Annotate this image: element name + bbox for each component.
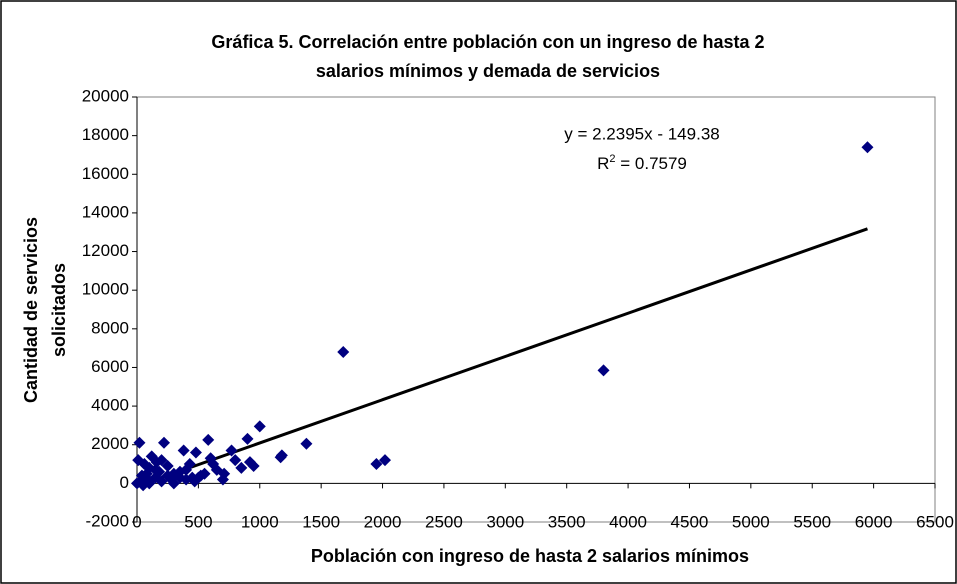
- point: [235, 461, 248, 474]
- x-tick-label: 3500: [548, 512, 586, 531]
- x-tick-label: 5500: [793, 512, 831, 531]
- y-axis-label: Cantidad de servicios: [21, 217, 41, 403]
- point: [370, 458, 383, 471]
- point: [198, 467, 211, 480]
- point: [142, 473, 155, 486]
- x-tick-label: 1500: [302, 512, 340, 531]
- y-tick-label: 18000: [82, 125, 129, 144]
- y-tick-label: 8000: [91, 318, 129, 337]
- chart-title: Gráfica 5. Correlación entre población c…: [211, 32, 764, 52]
- point: [225, 444, 238, 457]
- point: [133, 436, 146, 449]
- point: [188, 475, 201, 488]
- point: [247, 459, 260, 472]
- x-tick-label: 5000: [732, 512, 770, 531]
- x-tick-label: 4500: [671, 512, 709, 531]
- point: [861, 141, 874, 154]
- x-tick-label: 2000: [364, 512, 402, 531]
- point: [241, 432, 254, 445]
- trendline-equation: y = 2.2395x - 149.38: [564, 124, 719, 143]
- y-axis-label: solicitados: [49, 263, 69, 357]
- point: [337, 346, 350, 358]
- y-tick-label: 4000: [91, 396, 129, 415]
- x-tick-label: 6500: [916, 512, 954, 531]
- chart-title: salarios mínimos y demada de servicios: [316, 61, 660, 81]
- x-tick-label: 3000: [486, 512, 524, 531]
- x-tick-label: 1000: [241, 512, 279, 531]
- y-tick-label: 6000: [91, 357, 129, 376]
- point: [229, 454, 242, 467]
- point: [210, 463, 223, 476]
- point: [145, 450, 158, 463]
- x-tick-label: 0: [132, 512, 141, 531]
- point: [378, 454, 391, 467]
- point: [161, 469, 174, 482]
- r-squared-rest: = 0.7579: [616, 154, 687, 173]
- r-squared-sup: 2: [609, 153, 615, 165]
- point: [132, 454, 145, 467]
- x-tick-label: 2500: [425, 512, 463, 531]
- point: [274, 451, 287, 464]
- point: [173, 465, 186, 478]
- point: [131, 477, 143, 490]
- x-tick-label: 500: [184, 512, 212, 531]
- y-tick-label: 2000: [91, 434, 129, 453]
- point: [167, 477, 180, 490]
- y-tick-label: 0: [120, 473, 129, 492]
- point: [189, 446, 202, 459]
- point: [149, 463, 162, 476]
- y-tick-label: 16000: [82, 164, 129, 183]
- point: [177, 444, 190, 457]
- y-tick-label: -2000: [86, 511, 129, 530]
- y-tick-label: 10000: [82, 280, 129, 299]
- x-tick-label: 4000: [609, 512, 647, 531]
- trendline: [136, 227, 868, 488]
- point: [597, 364, 610, 377]
- x-axis-label: Población con ingreso de hasta 2 salario…: [311, 546, 749, 566]
- y-tick-label: 20000: [82, 86, 129, 105]
- point: [253, 420, 266, 433]
- y-tick-label: 12000: [82, 241, 129, 260]
- point: [180, 473, 193, 486]
- point: [300, 437, 313, 450]
- x-tick-label: 6000: [855, 512, 893, 531]
- point: [158, 436, 171, 449]
- y-tick-label: 14000: [82, 202, 129, 221]
- r-squared-base: R: [597, 154, 609, 173]
- r-squared: R2 = 0.7579: [597, 153, 687, 174]
- point: [202, 433, 215, 446]
